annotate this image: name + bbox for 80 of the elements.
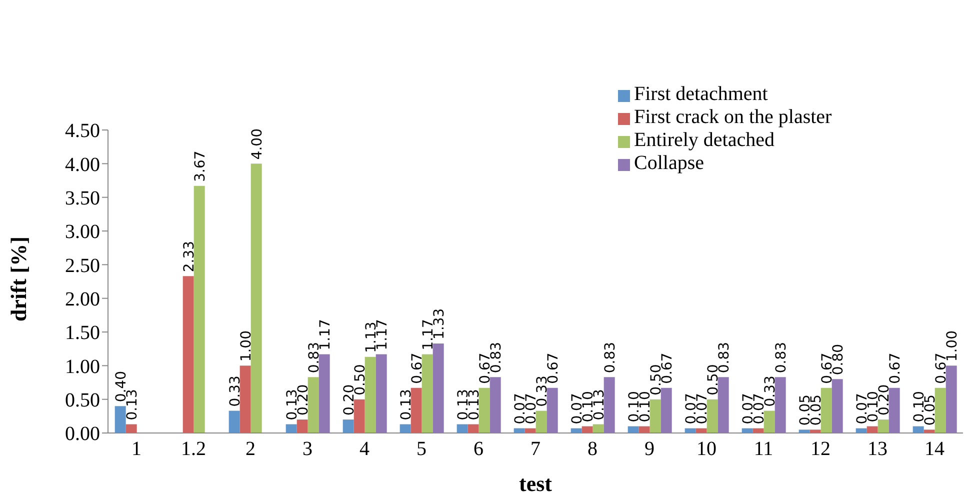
bar xyxy=(888,388,900,433)
data-label: 1.00 xyxy=(238,330,254,362)
data-label: 0.83 xyxy=(773,342,790,374)
y-tick-label: 2.00 xyxy=(65,288,100,310)
x-tick-label: 14 xyxy=(924,438,944,460)
y-tick-label: 1.00 xyxy=(65,356,100,378)
bar xyxy=(342,420,354,433)
bar xyxy=(946,366,957,433)
bar xyxy=(478,388,490,433)
bar xyxy=(308,377,319,433)
bar xyxy=(400,424,411,433)
bar xyxy=(422,354,433,433)
bar xyxy=(182,276,194,433)
data-label: 0.67 xyxy=(887,352,904,384)
x-tick-label: 8 xyxy=(588,438,598,460)
x-tick-label: 13 xyxy=(868,438,888,460)
y-tick-label: 1.50 xyxy=(65,322,100,344)
legend-label: Entirely detached xyxy=(634,129,774,151)
y-axis-title: drift [%] xyxy=(6,236,31,322)
bar xyxy=(318,354,330,433)
bar xyxy=(364,356,376,433)
bar xyxy=(536,410,547,433)
bar xyxy=(376,354,387,433)
bar xyxy=(126,424,137,433)
data-label: 0.13 xyxy=(398,389,414,420)
bar xyxy=(240,366,251,433)
bar xyxy=(194,186,205,433)
y-tick-label: 3.50 xyxy=(65,187,100,210)
bar xyxy=(432,343,444,433)
bar xyxy=(468,424,479,433)
bar xyxy=(832,379,843,433)
y-tick-label: 2.50 xyxy=(65,254,100,277)
x-tick-label: 7 xyxy=(530,438,540,460)
legend-label: Collapse xyxy=(634,152,704,174)
y-tick-label: 3.00 xyxy=(65,221,100,244)
x-tick-label: 4 xyxy=(360,438,370,460)
x-tick-label: 6 xyxy=(474,438,484,460)
data-label: 2.33 xyxy=(181,240,198,272)
bar xyxy=(718,377,729,433)
bar xyxy=(650,399,661,433)
bar xyxy=(706,399,718,433)
x-tick-label: 9 xyxy=(644,438,654,460)
bar xyxy=(490,377,501,433)
bar xyxy=(604,377,615,433)
data-label: 0.83 xyxy=(602,342,618,374)
y-tick-label: 0.50 xyxy=(65,389,100,412)
bar xyxy=(878,420,889,433)
data-label: 4.00 xyxy=(249,128,266,160)
bar xyxy=(354,399,365,433)
x-tick-label: 2 xyxy=(246,438,256,460)
data-label: 0.67 xyxy=(409,352,426,384)
x-axis-title: test xyxy=(519,471,553,496)
legend-label: First crack on the plaster xyxy=(634,106,832,128)
bar xyxy=(296,420,308,433)
y-tick-label: 4.50 xyxy=(65,120,100,142)
x-tick-label: 1.2 xyxy=(181,438,206,460)
x-tick-label: 3 xyxy=(302,438,312,460)
x-tick-label: 12 xyxy=(810,438,830,460)
bar xyxy=(660,388,672,433)
data-label: 0.33 xyxy=(227,376,244,407)
bar xyxy=(410,388,422,433)
y-tick-label: 0.00 xyxy=(65,423,100,446)
bar xyxy=(114,406,126,433)
bar xyxy=(820,388,832,433)
bar xyxy=(546,388,558,433)
bar xyxy=(286,424,297,433)
y-tick-label: 4.00 xyxy=(65,154,100,176)
bar xyxy=(934,388,946,433)
x-tick-label: 11 xyxy=(754,438,774,460)
x-tick-label: 10 xyxy=(696,438,716,460)
legend-label: First detachment xyxy=(634,83,768,105)
x-tick-label: 5 xyxy=(416,438,426,460)
data-label: 3.67 xyxy=(192,150,208,182)
bar xyxy=(774,377,786,433)
bar xyxy=(456,424,468,433)
bar xyxy=(592,424,604,433)
bar xyxy=(764,410,775,433)
bar xyxy=(250,164,262,433)
x-tick-label: 1 xyxy=(132,438,142,460)
bar xyxy=(228,410,240,433)
